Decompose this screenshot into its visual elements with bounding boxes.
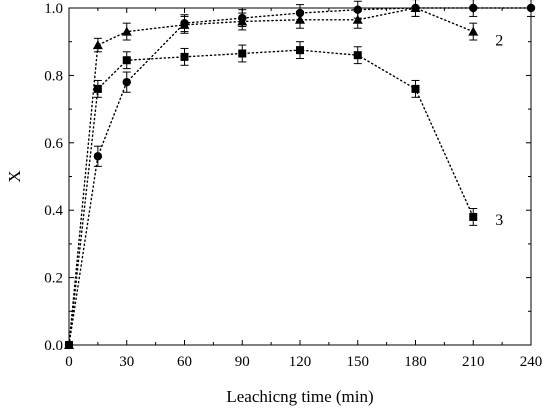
series-label: 2 bbox=[495, 33, 503, 50]
y-tick-label: 0.6 bbox=[44, 136, 63, 152]
data-point bbox=[122, 56, 131, 65]
data-point bbox=[121, 26, 132, 36]
y-tick-label: 0.0 bbox=[44, 338, 63, 354]
series-label: 3 bbox=[495, 212, 503, 229]
data-point bbox=[179, 19, 190, 29]
y-tick-label: 0.2 bbox=[44, 271, 63, 287]
x-tick-label: 180 bbox=[404, 354, 427, 370]
data-point bbox=[92, 40, 103, 50]
series-2: 2 bbox=[64, 0, 503, 349]
data-point bbox=[237, 16, 248, 26]
data-point bbox=[296, 46, 304, 55]
series-line bbox=[68, 49, 474, 346]
data-point bbox=[411, 84, 420, 93]
series-layer: 12 3 bbox=[64, 0, 536, 350]
y-tick-label: 0.4 bbox=[44, 203, 63, 219]
x-tick-label: 0 bbox=[65, 354, 73, 370]
x-tick-label: 60 bbox=[177, 354, 192, 370]
data-point bbox=[352, 14, 363, 24]
y-tick-label: 0.8 bbox=[44, 68, 63, 84]
data-point bbox=[93, 84, 102, 93]
data-point bbox=[93, 152, 103, 161]
y-tick-label: 1.0 bbox=[44, 1, 63, 17]
data-point bbox=[122, 77, 131, 87]
data-point bbox=[180, 52, 189, 61]
data-point bbox=[65, 341, 73, 349]
data-point bbox=[468, 26, 479, 36]
data-point bbox=[238, 49, 247, 58]
data-point bbox=[410, 3, 421, 12]
data-point bbox=[469, 212, 478, 221]
data-point bbox=[469, 3, 478, 13]
series-3: 3 bbox=[65, 41, 503, 349]
x-tick-label: 90 bbox=[235, 354, 250, 370]
x-axis-title: Leachicng time (min) bbox=[226, 387, 373, 406]
axes: 0 30 60 90 120 150 180 210 240 0.0 0.2 0.4 0.6 0.8 1.0 bbox=[44, 1, 542, 370]
data-point bbox=[526, 3, 536, 13]
x-tick-label: 150 bbox=[347, 354, 370, 370]
x-tick-label: 240 bbox=[520, 354, 543, 370]
x-tick-label: 210 bbox=[462, 354, 485, 370]
data-point bbox=[353, 51, 362, 60]
series-1: 1 bbox=[64, 0, 536, 350]
data-point bbox=[295, 14, 305, 24]
y-axis-title: X bbox=[5, 170, 24, 182]
series-line bbox=[68, 7, 532, 346]
x-tick-label: 30 bbox=[119, 354, 134, 370]
x-tick-label: 120 bbox=[289, 354, 312, 370]
